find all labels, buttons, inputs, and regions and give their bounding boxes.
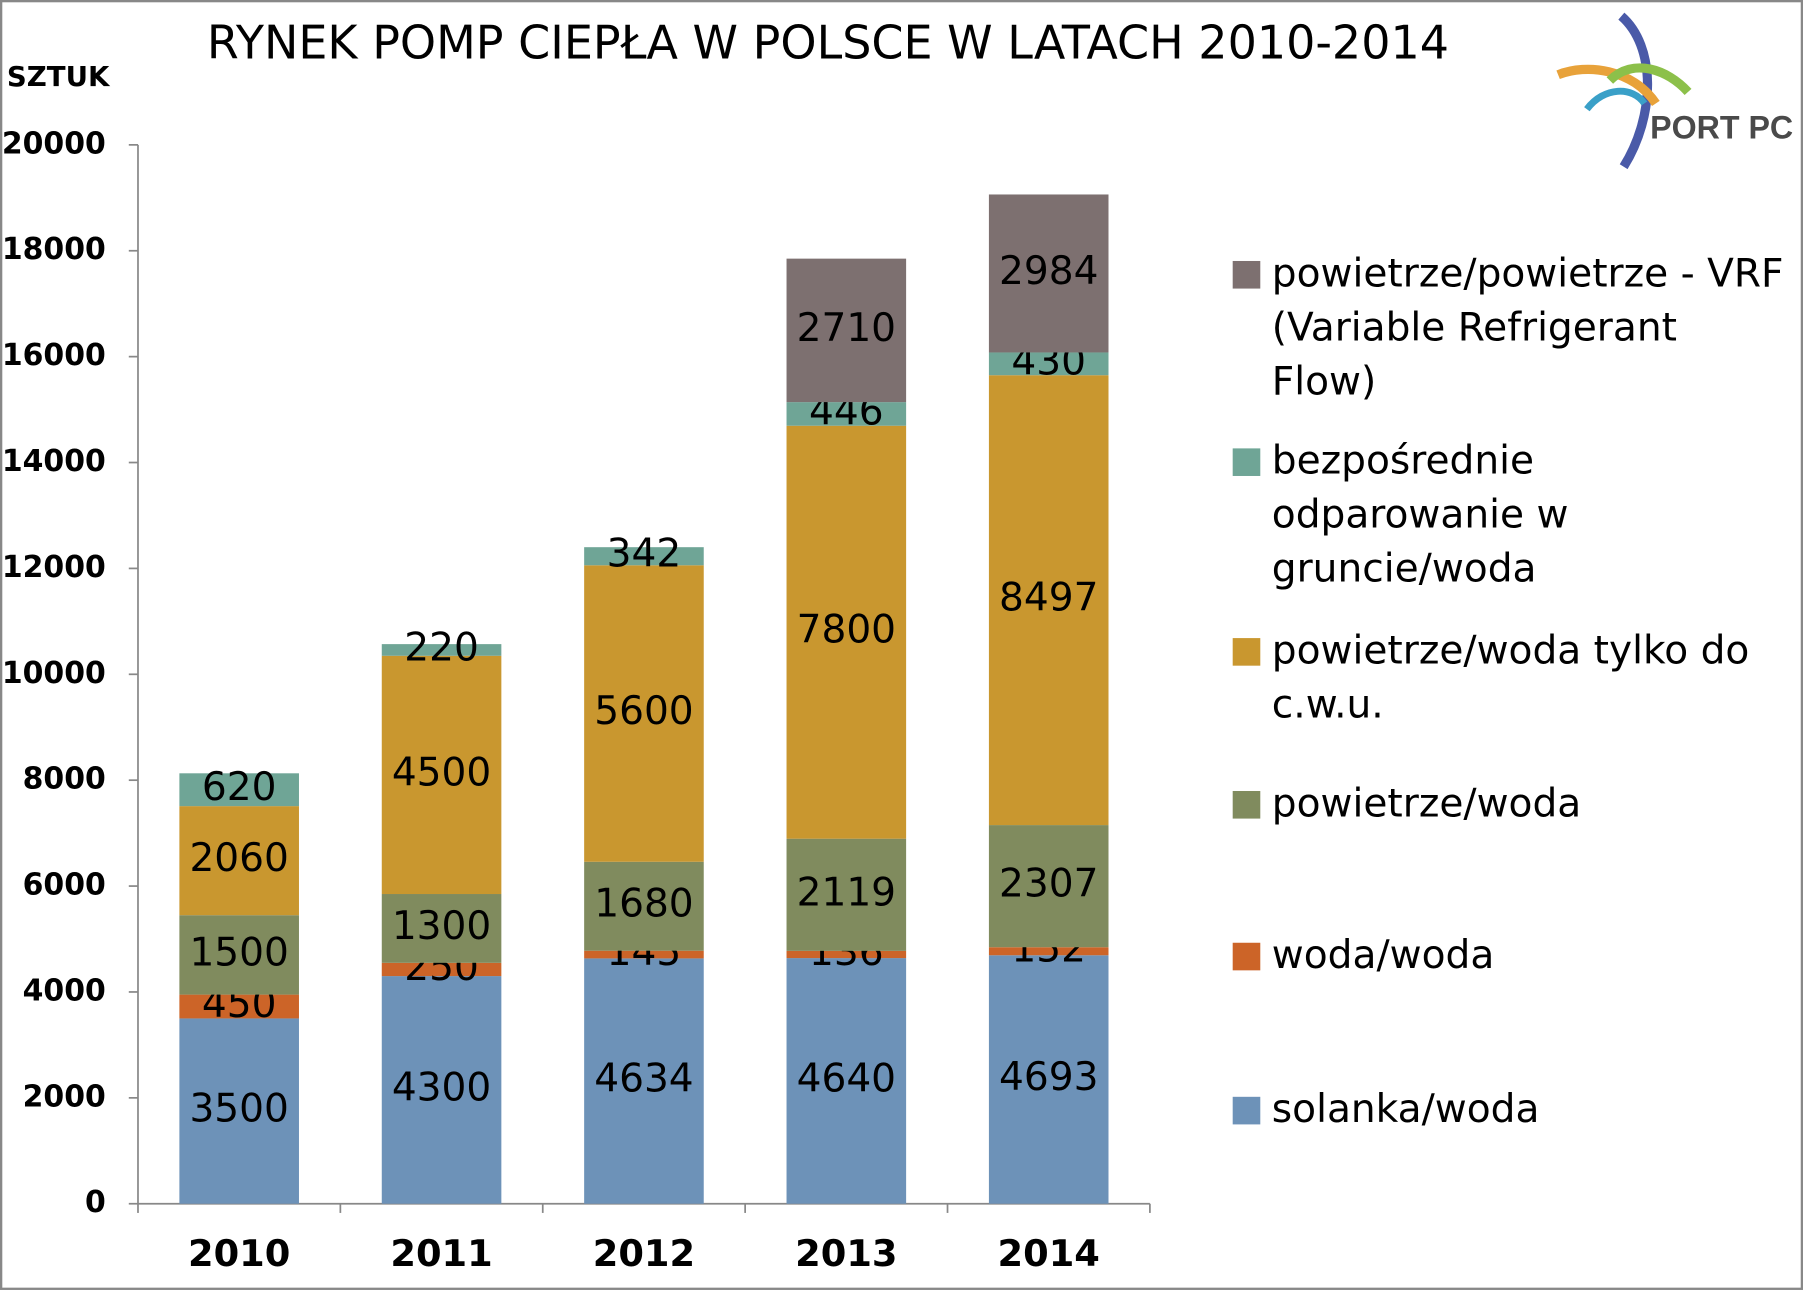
y-tick-label: 14000 [2,444,106,479]
y-tick-label: 18000 [2,232,106,267]
data-label: 8497 [999,576,1098,621]
bar-segment [381,976,502,1204]
bar-segment [584,958,704,1204]
bar-segment [381,962,502,977]
bar-segment [179,915,299,995]
bar-segment [584,547,704,566]
x-tick-label: 2011 [390,1232,492,1275]
data-label: 4500 [392,750,491,795]
y-tick-label: 16000 [2,338,106,373]
legend-swatch [1232,448,1261,476]
bar-segment [786,402,907,426]
y-tick-label: 12000 [2,550,106,585]
data-label: 2710 [797,306,896,351]
legend-label: powietrze/woda [1271,780,1582,827]
y-tick-label: 2000 [23,1079,106,1114]
x-tick-label: 2014 [998,1232,1100,1275]
data-label: 2307 [999,862,1098,907]
bar-segment [179,1018,299,1204]
bar-segment [786,958,907,1204]
legend-item: solanka/woda [1232,1083,1785,1137]
data-label: 1300 [392,904,491,949]
bar-segment [786,258,907,403]
legend-swatch [1232,942,1261,971]
legend-swatch [1232,790,1261,819]
y-tick-label: 10000 [2,656,106,691]
data-label: 220 [404,625,479,670]
legend-label: powietrze/powietrze - VRF (Variable Refr… [1271,250,1784,405]
data-label: 2119 [797,870,896,915]
chart-title: RYNEK POMP CIEPŁA W POLSCE W LATACH 2010… [207,15,1449,69]
legend-swatch [1232,638,1261,666]
data-label: 7800 [797,608,896,653]
x-tick-label: 2010 [188,1232,290,1275]
bar-segment [988,825,1109,948]
data-label: 5600 [594,689,693,734]
bar-segment [584,861,704,951]
data-label: 1680 [594,882,693,927]
y-tick-label: 6000 [23,868,106,903]
y-tick-label: 0 [85,1185,106,1220]
bar-segment [988,955,1109,1204]
data-label: 1500 [189,930,288,975]
x-tick-label: 2012 [593,1232,695,1275]
legend-label: powietrze/woda tylko do c.w.u. [1271,627,1750,728]
data-label: 4300 [392,1065,491,1110]
data-label: 4640 [797,1056,896,1101]
data-label: 4634 [594,1057,693,1102]
legend-label: bezpośrednie odparowanie w gruncie/woda [1271,438,1569,593]
bar-segment [381,644,502,656]
bar-segment [988,352,1109,376]
bar-segment [179,994,299,1019]
legend-item: woda/woda [1232,929,1785,983]
bar-segment [381,655,502,895]
legend-item: powietrze/woda [1232,777,1785,831]
legend-label: solanka/woda [1271,1086,1540,1133]
legend-item: bezpośrednie odparowanie w gruncie/woda [1232,435,1785,597]
bar-segment [988,375,1109,826]
bar-segment [584,950,704,959]
legend-swatch [1232,260,1261,289]
bar-segment [179,806,299,916]
y-tick-label: 20000 [2,126,106,161]
data-label: 2060 [189,836,288,881]
data-label: 2984 [999,249,1098,294]
legend-label: woda/woda [1271,932,1495,979]
bar-segment [786,425,907,839]
bar-segment [786,838,907,951]
logo-text: PORT PC [1650,109,1793,145]
data-label: 620 [202,765,277,810]
y-tick-label: 4000 [23,973,106,1008]
data-label: 4693 [999,1055,1098,1100]
legend-item: powietrze/woda tylko do c.w.u. [1232,624,1785,732]
data-label: 342 [607,532,682,577]
data-label: 3500 [189,1087,288,1132]
bar-segment [381,894,502,963]
bar-segment [179,773,299,807]
y-tick-label: 8000 [23,762,106,797]
bar-segment [786,950,907,959]
bar-segment [988,947,1109,956]
legend-item: powietrze/powietrze - VRF (Variable Refr… [1232,247,1785,409]
y-axis-label: SZTUK [7,60,111,93]
legend-swatch [1232,1096,1261,1125]
logo: PORT PC [1556,12,1793,170]
x-tick-label: 2013 [795,1232,897,1275]
bar-segment [988,194,1109,353]
bar-segment [584,565,704,862]
